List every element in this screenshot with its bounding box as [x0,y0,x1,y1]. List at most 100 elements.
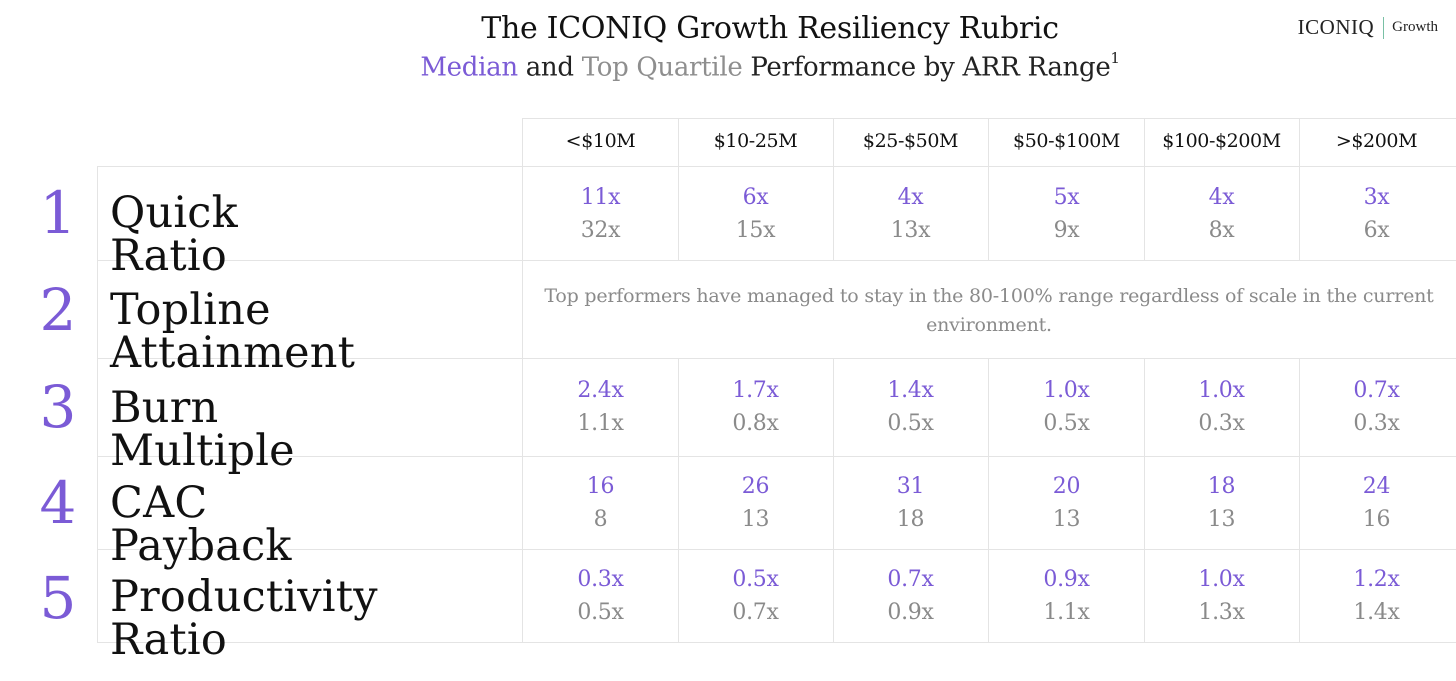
column-header: $100-$200M [1162,130,1281,152]
top-quartile-value: 32x [580,218,621,243]
top-quartile-value: 0.3x [1198,411,1245,436]
median-value: 1.4x [887,378,934,403]
median-value: 26 [741,474,770,499]
grid-line [1144,118,1145,260]
table-cell: 4x 8x [1144,181,1299,247]
table-cell: 0.7x 0.3x [1299,374,1454,440]
table-cell: 1.4x 0.5x [833,374,988,440]
grid-line [678,118,679,260]
top-quartile-value: 0.7x [732,600,779,625]
median-value: 1.0x [1198,378,1245,403]
median-value: 2.4x [577,378,624,403]
grid-line [1144,358,1145,643]
top-quartile-value: 8x [1208,218,1235,243]
table-cell: 26 13 [678,470,833,536]
top-quartile-value: 13 [1207,507,1236,532]
table-cell: 1.0x 1.3x [1144,563,1299,629]
median-value: 0.7x [887,567,934,592]
median-value: 4x [1208,185,1235,210]
grid-line [97,358,1456,359]
column-header: >$200M [1335,130,1418,152]
row-label: Quick Ratio [110,188,238,281]
top-quartile-value: 0.3x [1353,411,1400,436]
row-label: CAC Payback [110,478,292,571]
brand-divider [1383,16,1385,39]
median-value: 20 [1052,474,1081,499]
column-header: $25-$50M [862,130,959,152]
median-value: 11x [580,185,621,210]
table-cell: 6x 15x [678,181,833,247]
table-cell: 0.5x 0.7x [678,563,833,629]
median-value: 4x [897,185,924,210]
table-cell: 31 18 [833,470,988,536]
median-value: 16 [586,474,615,499]
top-quartile-value: 1.3x [1198,600,1245,625]
top-quartile-value: 13 [741,507,770,532]
table-cell: 1.0x 0.3x [1144,374,1299,440]
table-cell: 16 8 [523,470,678,536]
table-cell: 20 13 [989,470,1144,536]
table-cell: 0.3x 0.5x [523,563,678,629]
page-title: The ICONIQ Growth Resiliency Rubric [481,11,1059,46]
top-quartile-value: 13x [890,218,931,243]
brand-logo: ICONIQ Growth [1298,15,1438,40]
brand-name: ICONIQ [1297,15,1375,39]
subtitle-top-quartile: Top Quartile [581,52,743,83]
median-value: 0.5x [732,567,779,592]
median-value: 24 [1362,474,1391,499]
top-quartile-value: 0.5x [577,600,624,625]
subtitle-and: and [517,52,582,83]
subtitle-median: Median [420,52,518,83]
median-value: 6x [742,185,769,210]
top-quartile-value: 1.4x [1353,600,1400,625]
median-value: 3x [1363,185,1390,210]
grid-line [1299,358,1300,643]
median-value: 1.2x [1353,567,1400,592]
row-label: Burn Multiple [110,383,295,476]
median-value: 1.7x [732,378,779,403]
row-number: 5 [39,564,77,632]
column-header: $50-$100M [1013,130,1120,152]
row-number: 1 [39,179,77,247]
table-cell: 0.7x 0.9x [833,563,988,629]
row-number: 2 [39,276,77,344]
table-cell: 0.9x 1.1x [989,563,1144,629]
top-quartile-value: 6x [1363,218,1390,243]
grid-line [97,166,1456,167]
median-value: 1.0x [1198,567,1245,592]
table-cell: 5x 9x [989,181,1144,247]
grid-line [678,358,679,643]
row-number: 4 [39,469,77,537]
top-quartile-value: 8 [593,507,608,532]
median-value: 5x [1053,185,1080,210]
median-value: 0.3x [577,567,624,592]
grid-line [833,358,834,643]
subtitle-footnote: 1 [1110,49,1120,67]
table-cell: 1.7x 0.8x [678,374,833,440]
table-cell: 1.2x 1.4x [1299,563,1454,629]
topline-note: Top performers have managed to stay in t… [544,285,1434,336]
row-number: 3 [39,373,77,441]
subtitle-rest: Performance by ARR Range [742,52,1111,83]
grid-line [97,166,98,643]
top-quartile-value: 16 [1362,507,1391,532]
top-quartile-value: 13 [1052,507,1081,532]
grid-line [97,260,1456,261]
top-quartile-value: 0.5x [887,411,934,436]
top-quartile-value: 18 [896,507,925,532]
row-label: Productivity Ratio [110,572,378,665]
top-quartile-value: 9x [1053,218,1080,243]
column-header: $10-25M [713,130,798,152]
median-value: 0.9x [1043,567,1090,592]
grid-line [1299,118,1300,260]
column-header: <$10M [565,130,636,152]
table-cell: 4x 13x [833,181,988,247]
table-cell: 18 13 [1144,470,1299,536]
median-value: 18 [1207,474,1236,499]
median-value: 31 [896,474,925,499]
grid-line [97,456,1456,457]
grid-line [988,358,989,643]
table-cell: 1.0x 0.5x [989,374,1144,440]
grid-line [833,118,834,260]
brand-sub: Growth [1392,19,1438,35]
